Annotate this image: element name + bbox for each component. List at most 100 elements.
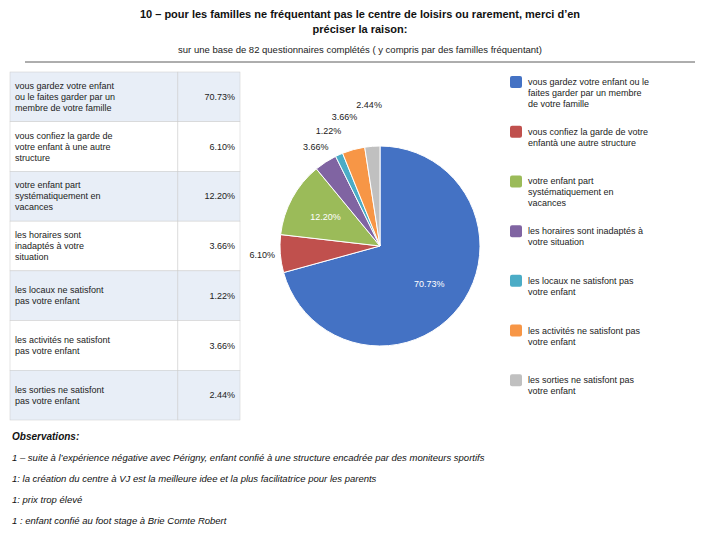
table-label-line: votre enfant à une autre [15,142,111,152]
table-label: votre enfant partsystématiquement envaca… [15,180,101,212]
data-label-line: 3.66% [332,112,358,122]
table-cell [178,122,240,172]
table-label-line: les horaires sont [15,230,82,240]
table-label-line: vous gardez votre enfant [15,81,115,91]
table-cell [10,122,178,172]
legend-label: vous gardez votre enfant ou lefaites gar… [528,77,649,109]
table: vous gardez votre enfantou le faites gar… [10,72,240,420]
table-label-line: votre enfant part [15,180,81,190]
legend-label: votre enfant partsystématiquement envaca… [528,176,614,208]
legend-label-line: enfantà une autre structure [528,138,636,148]
annotation-line: 1: prix trop élevé [12,494,82,505]
table-cell [10,171,178,221]
table-value: 70.73% [204,92,235,102]
table-label: les sorties ne satisfontpas votre enfant [15,385,105,406]
table-label: les horaires sontinadaptés à votresituat… [15,230,84,262]
table-label-line: inadaptés à votre [15,241,84,251]
legend-label-line: systématiquement en [528,187,614,197]
page: {"chart_data": { "type": "pie", "title":… [0,0,720,540]
legend-label: les sorties ne satisfont pasvotre enfant [528,375,635,396]
annotation-line: 1 – suite à l’expérience négative avec P… [12,452,485,463]
annotation: 1: prix trop élevé [12,494,82,505]
data-label: 3.66% [303,142,329,152]
legend-label-line: votre enfant part [528,176,594,186]
table-cell [10,221,178,271]
data-label: 12.20% [310,212,341,222]
table-label-line: pas votre enfant [15,346,80,356]
table-cell [178,221,240,271]
chart: 10 – pour les familles ne fréquentant pa… [0,0,720,540]
legend-swatch [510,76,522,88]
table-cell [178,72,240,122]
table-label-line: pas votre enfant [15,396,80,406]
legend-label-line: de votre famille [528,99,589,109]
legend-label-line: votre enfant [528,386,576,396]
data-label: 2.44% [356,100,382,110]
legend-label-line: vacances [528,198,567,208]
legend-label: les horaires sont inadaptés àvotre situa… [528,226,643,247]
title-line: préciser la raison: [313,23,408,35]
table-value: 3.66% [209,241,235,251]
table-value-line: 12.20% [204,191,235,201]
table-cell [178,271,240,321]
annotation-heading-line: Observations: [12,431,79,442]
legend-label-line: vous gardez votre enfant ou le [528,77,649,87]
legend-swatch [510,126,522,138]
legend-label-line: votre enfant [528,337,576,347]
title: 10 – pour les familles ne fréquentant pa… [140,8,580,35]
table-value-line: 3.66% [209,341,235,351]
title-line: 10 – pour les familles ne fréquentant pa… [140,8,580,20]
table-cell [10,72,178,122]
data-label-line: 12.20% [310,212,341,222]
table-label-line: structure [15,153,50,163]
table-label-line: situation [15,252,49,262]
subtitle-rule [25,62,695,63]
legend-label-line: les locaux ne satisfont pas [528,276,634,286]
data-label-line: 6.10% [250,250,276,260]
annotation-line: 1: la création du centre à VJ est la mei… [12,473,377,484]
subtitle-line: sur une base de 82 questionnaires complé… [178,44,542,55]
annotation-line: 1 : enfant confié au foot stage à Brie C… [12,515,227,526]
table-label: vous confiez la garde devotre enfant à u… [15,131,113,163]
table-label: les activités ne satisfontpas votre enfa… [15,335,111,356]
table-cell [10,271,178,321]
legend-label: les locaux ne satisfont pasvotre enfant [528,276,634,297]
subtitle: sur une base de 82 questionnaires complé… [178,44,542,55]
table-value-line: 3.66% [209,241,235,251]
table-label-line: membre de votre famille [15,103,112,113]
table-value: 2.44% [209,390,235,400]
pie-labels: 70.73% 6.10% 12.20% 3.66% 1.22% 3.66% 2.44% [250,100,445,289]
data-label-line: 1.22% [316,126,342,136]
legend-label: vous confiez la garde de votreenfantà un… [528,127,648,148]
table-cell [178,321,240,371]
annotation: 1 – suite à l’expérience négative avec P… [12,452,485,463]
legend-label-line: les horaires sont inadaptés à [528,226,643,236]
table-value: 6.10% [209,142,235,152]
table-value: 12.20% [204,191,235,201]
table-value-line: 1.22% [209,291,235,301]
legend-label-line: les sorties ne satisfont pas [528,375,635,385]
legend-swatch [510,374,522,386]
table-value: 1.22% [209,291,235,301]
legend-label-line: vous confiez la garde de votre [528,127,648,137]
table-label: vous gardez votre enfantou le faites gar… [15,81,115,113]
legend-swatch [510,275,522,287]
table-label-line: vacances [15,202,54,212]
table-value-line: 70.73% [204,92,235,102]
legend-label-line: les activités ne satisfont pas [528,326,641,336]
table-label-line: systématiquement en [15,191,101,201]
table-value: 3.66% [209,341,235,351]
table-label-line: les activités ne satisfont [15,335,111,345]
table-label: les locaux ne satisfontpas votre enfant [15,285,104,306]
table-value-line: 2.44% [209,390,235,400]
legend-swatch [510,225,522,237]
table-label-line: ou le faites garder par un [15,92,115,102]
observations: Observations: 1 – suite à l’expérience né… [12,431,485,526]
table-cell [10,321,178,371]
table-cell [178,370,240,420]
data-label: 6.10% [250,250,276,260]
data-label: 3.66% [332,112,358,122]
table-label-line: les sorties ne satisfont [15,385,105,395]
data-label: 1.22% [316,126,342,136]
data-label-line: 70.73% [414,279,445,289]
